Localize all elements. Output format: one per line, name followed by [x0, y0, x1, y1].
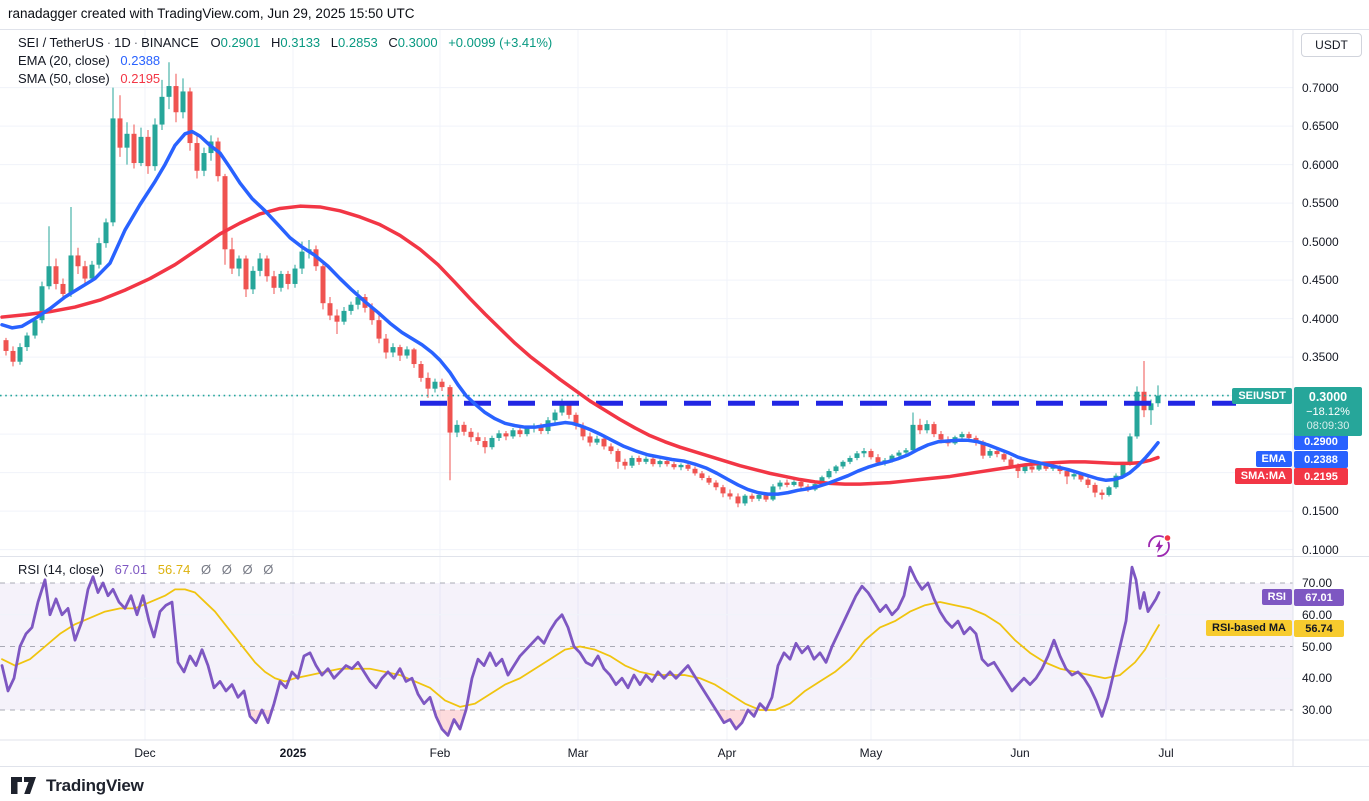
- sma-price-tag: 0.2195: [1294, 468, 1348, 485]
- level-price-tag: 0.2900: [1294, 433, 1348, 450]
- ema20-line: [0, 129, 1160, 496]
- interval-label[interactable]: 1D: [114, 35, 131, 50]
- time-axis-label[interactable]: 2025: [279, 746, 307, 760]
- time-axis-label[interactable]: May: [859, 746, 883, 760]
- price-axis-label: 0.4000: [1302, 311, 1339, 326]
- open-label: O: [210, 35, 221, 50]
- price-axis-label: 0.1500: [1302, 504, 1339, 519]
- low-value: 0.2853: [338, 35, 378, 50]
- sma-value: 0.2195: [120, 71, 161, 86]
- empty-value-marker: Ø: [242, 562, 253, 577]
- rsi-ma-value: 56.74: [157, 562, 191, 577]
- sma-tag: SMA:MA: [1234, 468, 1292, 484]
- last-price-countdown-box: 0.3000 −18.12% 08:09:30: [1294, 387, 1362, 436]
- rsi-legend-row[interactable]: RSI (14, close) 67.01 56.74 Ø Ø Ø Ø: [18, 562, 273, 577]
- rsi-axis-label: 40.00: [1302, 671, 1333, 686]
- empty-value-marker: Ø: [200, 562, 212, 577]
- sma-label: SMA (50, close): [18, 71, 110, 86]
- low-label: L: [330, 35, 339, 50]
- chart-legend: SEI / TetherUS · 1D · BINANCE O0.2901 H0.313…: [18, 34, 552, 88]
- symbol-price-tag: SEIUSDT: [1232, 388, 1292, 404]
- rsi-oversold-fill: [248, 710, 262, 723]
- rsi-oversold-fill: [434, 710, 466, 736]
- empty-value-marker: Ø: [263, 562, 274, 577]
- price-axis-label: 0.6000: [1302, 157, 1339, 172]
- price-axis-label: 0.4500: [1302, 273, 1339, 288]
- price-axis-label: 0.1000: [1302, 542, 1339, 557]
- rsi-label: RSI (14, close): [18, 562, 104, 577]
- rsi-line: [0, 565, 1161, 737]
- last-price: 0.3000: [1308, 390, 1348, 404]
- tradingview-logo[interactable]: TradingView: [10, 774, 144, 797]
- price-change-pct: −18.12%: [1306, 406, 1350, 418]
- rsi-band: [0, 583, 1293, 710]
- change-value: +0.0099 (+3.41%): [448, 35, 553, 50]
- ema-label: EMA (20, close): [18, 53, 110, 68]
- tradingview-logo-icon: [11, 777, 36, 794]
- time-axis-label[interactable]: Dec: [134, 746, 156, 760]
- symbol-legend-row[interactable]: SEI / TetherUS · 1D · BINANCE O0.2901 H0.313…: [18, 35, 553, 50]
- rsi-ma-tag: RSI-based MA: [1206, 620, 1292, 636]
- currency-unit-button[interactable]: USDT: [1301, 33, 1362, 57]
- rsi-ma-value-tag: 56.74: [1294, 620, 1344, 637]
- time-axis-label[interactable]: Apr: [717, 746, 737, 760]
- attribution-text: ranadagger created with TradingView.com,…: [8, 6, 415, 21]
- empty-value-marker: Ø: [221, 562, 232, 577]
- ema-legend-row[interactable]: EMA (20, close) 0.2388: [18, 52, 552, 69]
- price-axis-label: 0.3500: [1302, 350, 1339, 365]
- price-axis-label: 0.6500: [1302, 119, 1339, 134]
- close-label: C: [388, 35, 398, 50]
- bar-countdown: 08:09:30: [1306, 420, 1350, 432]
- rsi-axis-label: 50.00: [1302, 639, 1333, 654]
- candles-group: [3, 62, 1161, 508]
- time-axis-label[interactable]: Jun: [1010, 746, 1030, 760]
- ema-value: 0.2388: [120, 53, 161, 68]
- close-value: 0.3000: [397, 35, 438, 50]
- high-label: H: [271, 35, 281, 50]
- chart-top-border: [0, 29, 1369, 30]
- open-value: 0.2901: [220, 35, 261, 50]
- exchange-label: BINANCE: [141, 35, 199, 50]
- price-axis-label: 0.5000: [1302, 234, 1339, 249]
- rsi-ma-line: [1, 588, 1160, 711]
- sma-legend-row[interactable]: SMA (50, close) 0.2195: [18, 70, 552, 87]
- rsi-tag: RSI: [1261, 589, 1292, 605]
- symbol-title: SEI / TetherUS: [18, 35, 104, 50]
- rsi-axis-label: 70.00: [1302, 576, 1333, 590]
- rsi-axis-label: 60.00: [1302, 607, 1333, 622]
- ema-price-tag: 0.2388: [1294, 451, 1348, 468]
- time-axis-label[interactable]: Jul: [1158, 746, 1174, 760]
- rsi-value-tag: 67.01: [1294, 589, 1344, 606]
- sma50-line: [0, 204, 1160, 486]
- rsi-axis-label: 30.00: [1302, 703, 1333, 717]
- rsi-value: 67.01: [114, 562, 148, 577]
- price-axis-label: 0.7000: [1302, 80, 1339, 95]
- time-axis-label[interactable]: Feb: [429, 746, 451, 760]
- flash-events-icon[interactable]: [1146, 532, 1173, 564]
- price-axis-label: 0.5500: [1302, 196, 1339, 211]
- high-value: 0.3133: [280, 35, 321, 50]
- time-axis-label[interactable]: Mar: [567, 746, 589, 760]
- tradingview-logo-text: TradingView: [46, 775, 144, 795]
- ema-tag: EMA: [1255, 451, 1292, 467]
